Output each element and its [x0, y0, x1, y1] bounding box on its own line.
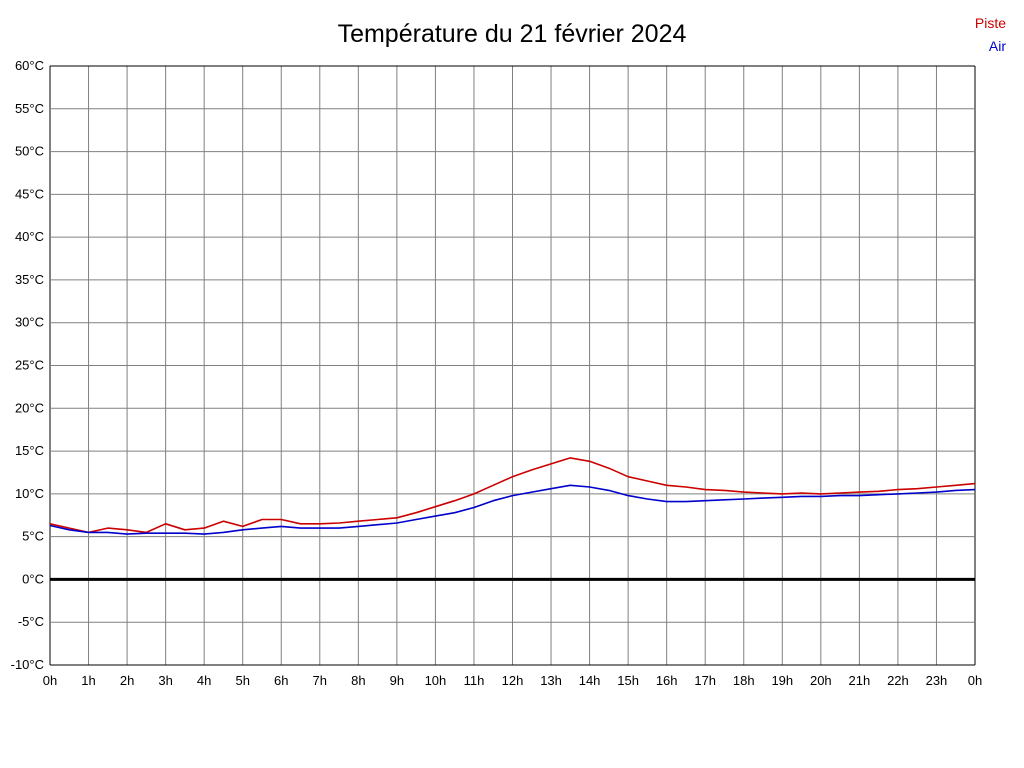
legend-entry-air: Air	[988, 38, 1006, 54]
y-tick-label: 20°C	[15, 400, 44, 415]
y-tick-label: 25°C	[15, 358, 44, 373]
x-tick-label: 23h	[926, 673, 948, 688]
y-tick-label: 50°C	[15, 144, 44, 159]
chart-title: Température du 21 février 2024	[337, 20, 687, 48]
x-tick-label: 5h	[235, 673, 249, 688]
x-tick-label: 13h	[540, 673, 562, 688]
x-tick-label: 14h	[579, 673, 601, 688]
x-tick-label: 11h	[464, 673, 485, 688]
x-tick-label: 16h	[656, 673, 678, 688]
y-tick-label: 60°C	[15, 58, 44, 73]
x-tick-label: 19h	[771, 673, 793, 688]
x-tick-label: 1h	[81, 673, 95, 688]
x-tick-label: 12h	[502, 673, 524, 688]
y-tick-label: 30°C	[15, 315, 44, 330]
x-tick-label: 0h	[43, 673, 57, 688]
y-tick-label: 10°C	[15, 486, 44, 501]
x-tick-label: 10h	[425, 673, 447, 688]
x-tick-label: 17h	[694, 673, 716, 688]
x-tick-label: 15h	[617, 673, 639, 688]
x-tick-label: 20h	[810, 673, 832, 688]
y-tick-label: 40°C	[15, 229, 44, 244]
y-tick-label: -10°C	[11, 657, 44, 672]
x-tick-label: 18h	[733, 673, 755, 688]
x-tick-label: 7h	[313, 673, 327, 688]
chart-legend: Piste Air	[975, 12, 1006, 58]
x-tick-label: 0h	[968, 673, 982, 688]
x-tick-label: 3h	[158, 673, 172, 688]
x-tick-label: 9h	[390, 673, 404, 688]
x-tick-label: 6h	[274, 673, 288, 688]
y-tick-label: 55°C	[15, 101, 44, 116]
y-tick-label: 35°C	[15, 272, 44, 287]
series-line-piste	[49, 457, 976, 534]
legend-entry-piste: Piste	[974, 15, 1006, 31]
x-tick-label: 21h	[849, 673, 871, 688]
y-tick-label: 45°C	[15, 186, 44, 201]
x-tick-label: 4h	[197, 673, 211, 688]
y-tick-label: 5°C	[22, 529, 44, 544]
x-tick-label: 8h	[351, 673, 365, 688]
series-line-air	[49, 484, 976, 535]
x-tick-label: 2h	[120, 673, 134, 688]
y-tick-label: 15°C	[15, 443, 44, 458]
y-tick-label: 0°C	[22, 571, 44, 586]
x-tick-label: 22h	[887, 673, 909, 688]
y-tick-label: -5°C	[18, 614, 44, 629]
